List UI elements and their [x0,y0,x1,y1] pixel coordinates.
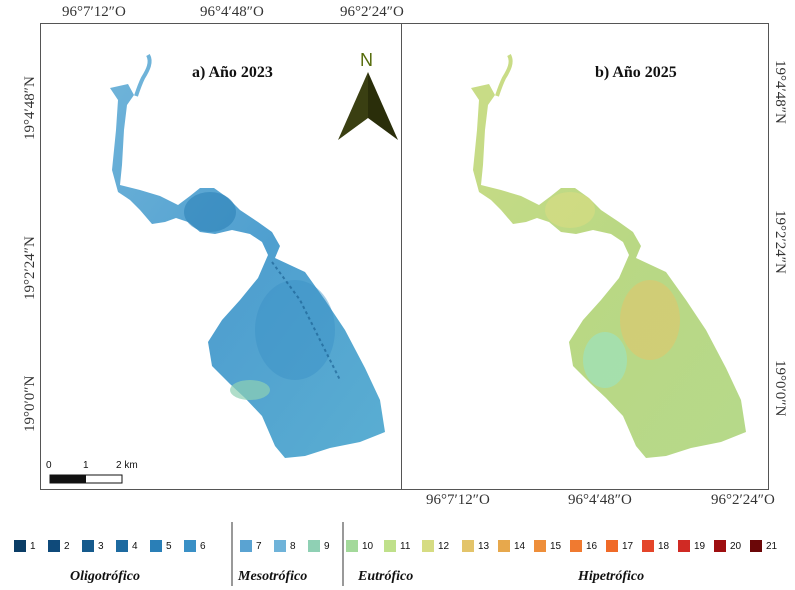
legend-item: 6 [184,540,206,552]
legend-item: 21 [750,540,777,552]
legend-label: 17 [622,540,634,552]
legend-label: 18 [658,540,670,552]
legend-item: 13 [462,540,489,552]
legend-label: 10 [362,540,374,552]
legend-item: 7 [240,540,262,552]
category-hipetrofico: Hipetrófico [578,569,645,584]
scale-label-1: 1 [83,460,89,471]
legend-label: 15 [550,540,562,552]
legend-swatch-9 [308,540,320,552]
coord-right-1: 19°4′48″N [772,60,788,124]
legend-label: 16 [586,540,598,552]
legend-swatch-4 [116,540,128,552]
legend: 1 2 3 4 5 6 7 8 9 10 11 12 13 14 15 16 17 18 19 20 21 [0,540,795,558]
coord-left-2: 19°2′24″N [22,236,38,300]
legend-label: 21 [766,540,778,552]
legend-swatch-12 [422,540,434,552]
legend-swatch-16 [570,540,582,552]
legend-item: 17 [606,540,633,552]
legend-swatch-13 [462,540,474,552]
legend-swatch-21 [750,540,762,552]
legend-label: 19 [694,540,706,552]
legend-swatch-20 [714,540,726,552]
legend-label: 6 [200,540,206,552]
legend-item: 11 [384,540,410,552]
category-mesotrofico: Mesotrófico [238,569,308,584]
legend-label: 4 [132,540,138,552]
legend-label: 7 [256,540,262,552]
legend-swatch-18 [642,540,654,552]
panel-title-a: a) Año 2023 [192,64,273,81]
coord-left-3: 19°0′0″N [22,375,38,432]
map-frame-b [401,23,769,490]
legend-item: 8 [274,540,296,552]
category-eutrofico: Eutrófico [358,569,414,584]
legend-swatch-19 [678,540,690,552]
scale-label-0: 0 [46,460,52,471]
legend-item: 10 [346,540,373,552]
legend-item: 9 [308,540,330,552]
legend-item: 18 [642,540,669,552]
legend-item: 4 [116,540,138,552]
legend-swatch-7 [240,540,252,552]
legend-item: 2 [48,540,70,552]
legend-swatch-8 [274,540,286,552]
legend-label: 14 [514,540,526,552]
legend-item: 19 [678,540,705,552]
legend-label: 3 [98,540,104,552]
coord-bottom-2: 96°4′48″O [568,492,632,508]
category-oligotrofico: Oligotrófico [70,569,140,584]
legend-item: 5 [150,540,172,552]
coord-right-3: 19°0′0″N [772,360,788,417]
legend-tail [0,540,795,558]
legend-item: 15 [534,540,561,552]
legend-label: 2 [64,540,70,552]
legend-label: 8 [290,540,296,552]
coord-top-1: 96°7′12″O [62,4,126,20]
legend-item: 12 [422,540,449,552]
legend-label: 20 [730,540,742,552]
legend-item: 14 [498,540,525,552]
legend-label: 1 [30,540,36,552]
legend-item: 16 [570,540,597,552]
coord-bottom-3: 96°2′24″O [711,492,775,508]
coord-top-3: 96°2′24″O [340,4,404,20]
legend-swatch-15 [534,540,546,552]
legend-swatch-14 [498,540,510,552]
legend-label: 13 [478,540,490,552]
legend-label: 11 [400,540,411,552]
legend-label: 9 [324,540,330,552]
legend-swatch-2 [48,540,60,552]
panel-title-b: b) Año 2025 [595,64,677,81]
legend-swatch-1 [14,540,26,552]
legend-swatch-17 [606,540,618,552]
coord-bottom-1: 96°7′12″O [426,492,490,508]
coord-left-1: 19°4′48″N [22,76,38,140]
coord-right-2: 19°2′24″N [772,210,788,274]
legend-swatch-6 [184,540,196,552]
north-label: N [360,50,373,70]
legend-label: 12 [438,540,450,552]
legend-label: 5 [166,540,172,552]
legend-item: 20 [714,540,741,552]
scale-label-2: 2 km [116,460,138,471]
legend-swatch-5 [150,540,162,552]
map-frame-a [40,23,403,490]
legend-swatch-10 [346,540,358,552]
legend-item: 3 [82,540,104,552]
legend-item: 1 [14,540,36,552]
legend-swatch-3 [82,540,94,552]
legend-swatch-11 [384,540,396,552]
coord-top-2: 96°4′48″O [200,4,264,20]
